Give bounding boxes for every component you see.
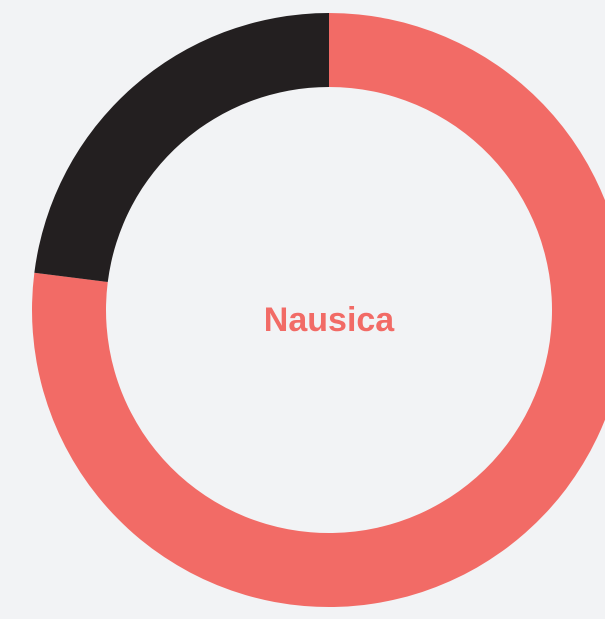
center-label: Nausica [264,301,395,339]
donut [32,13,605,607]
donut-segment [34,13,330,283]
